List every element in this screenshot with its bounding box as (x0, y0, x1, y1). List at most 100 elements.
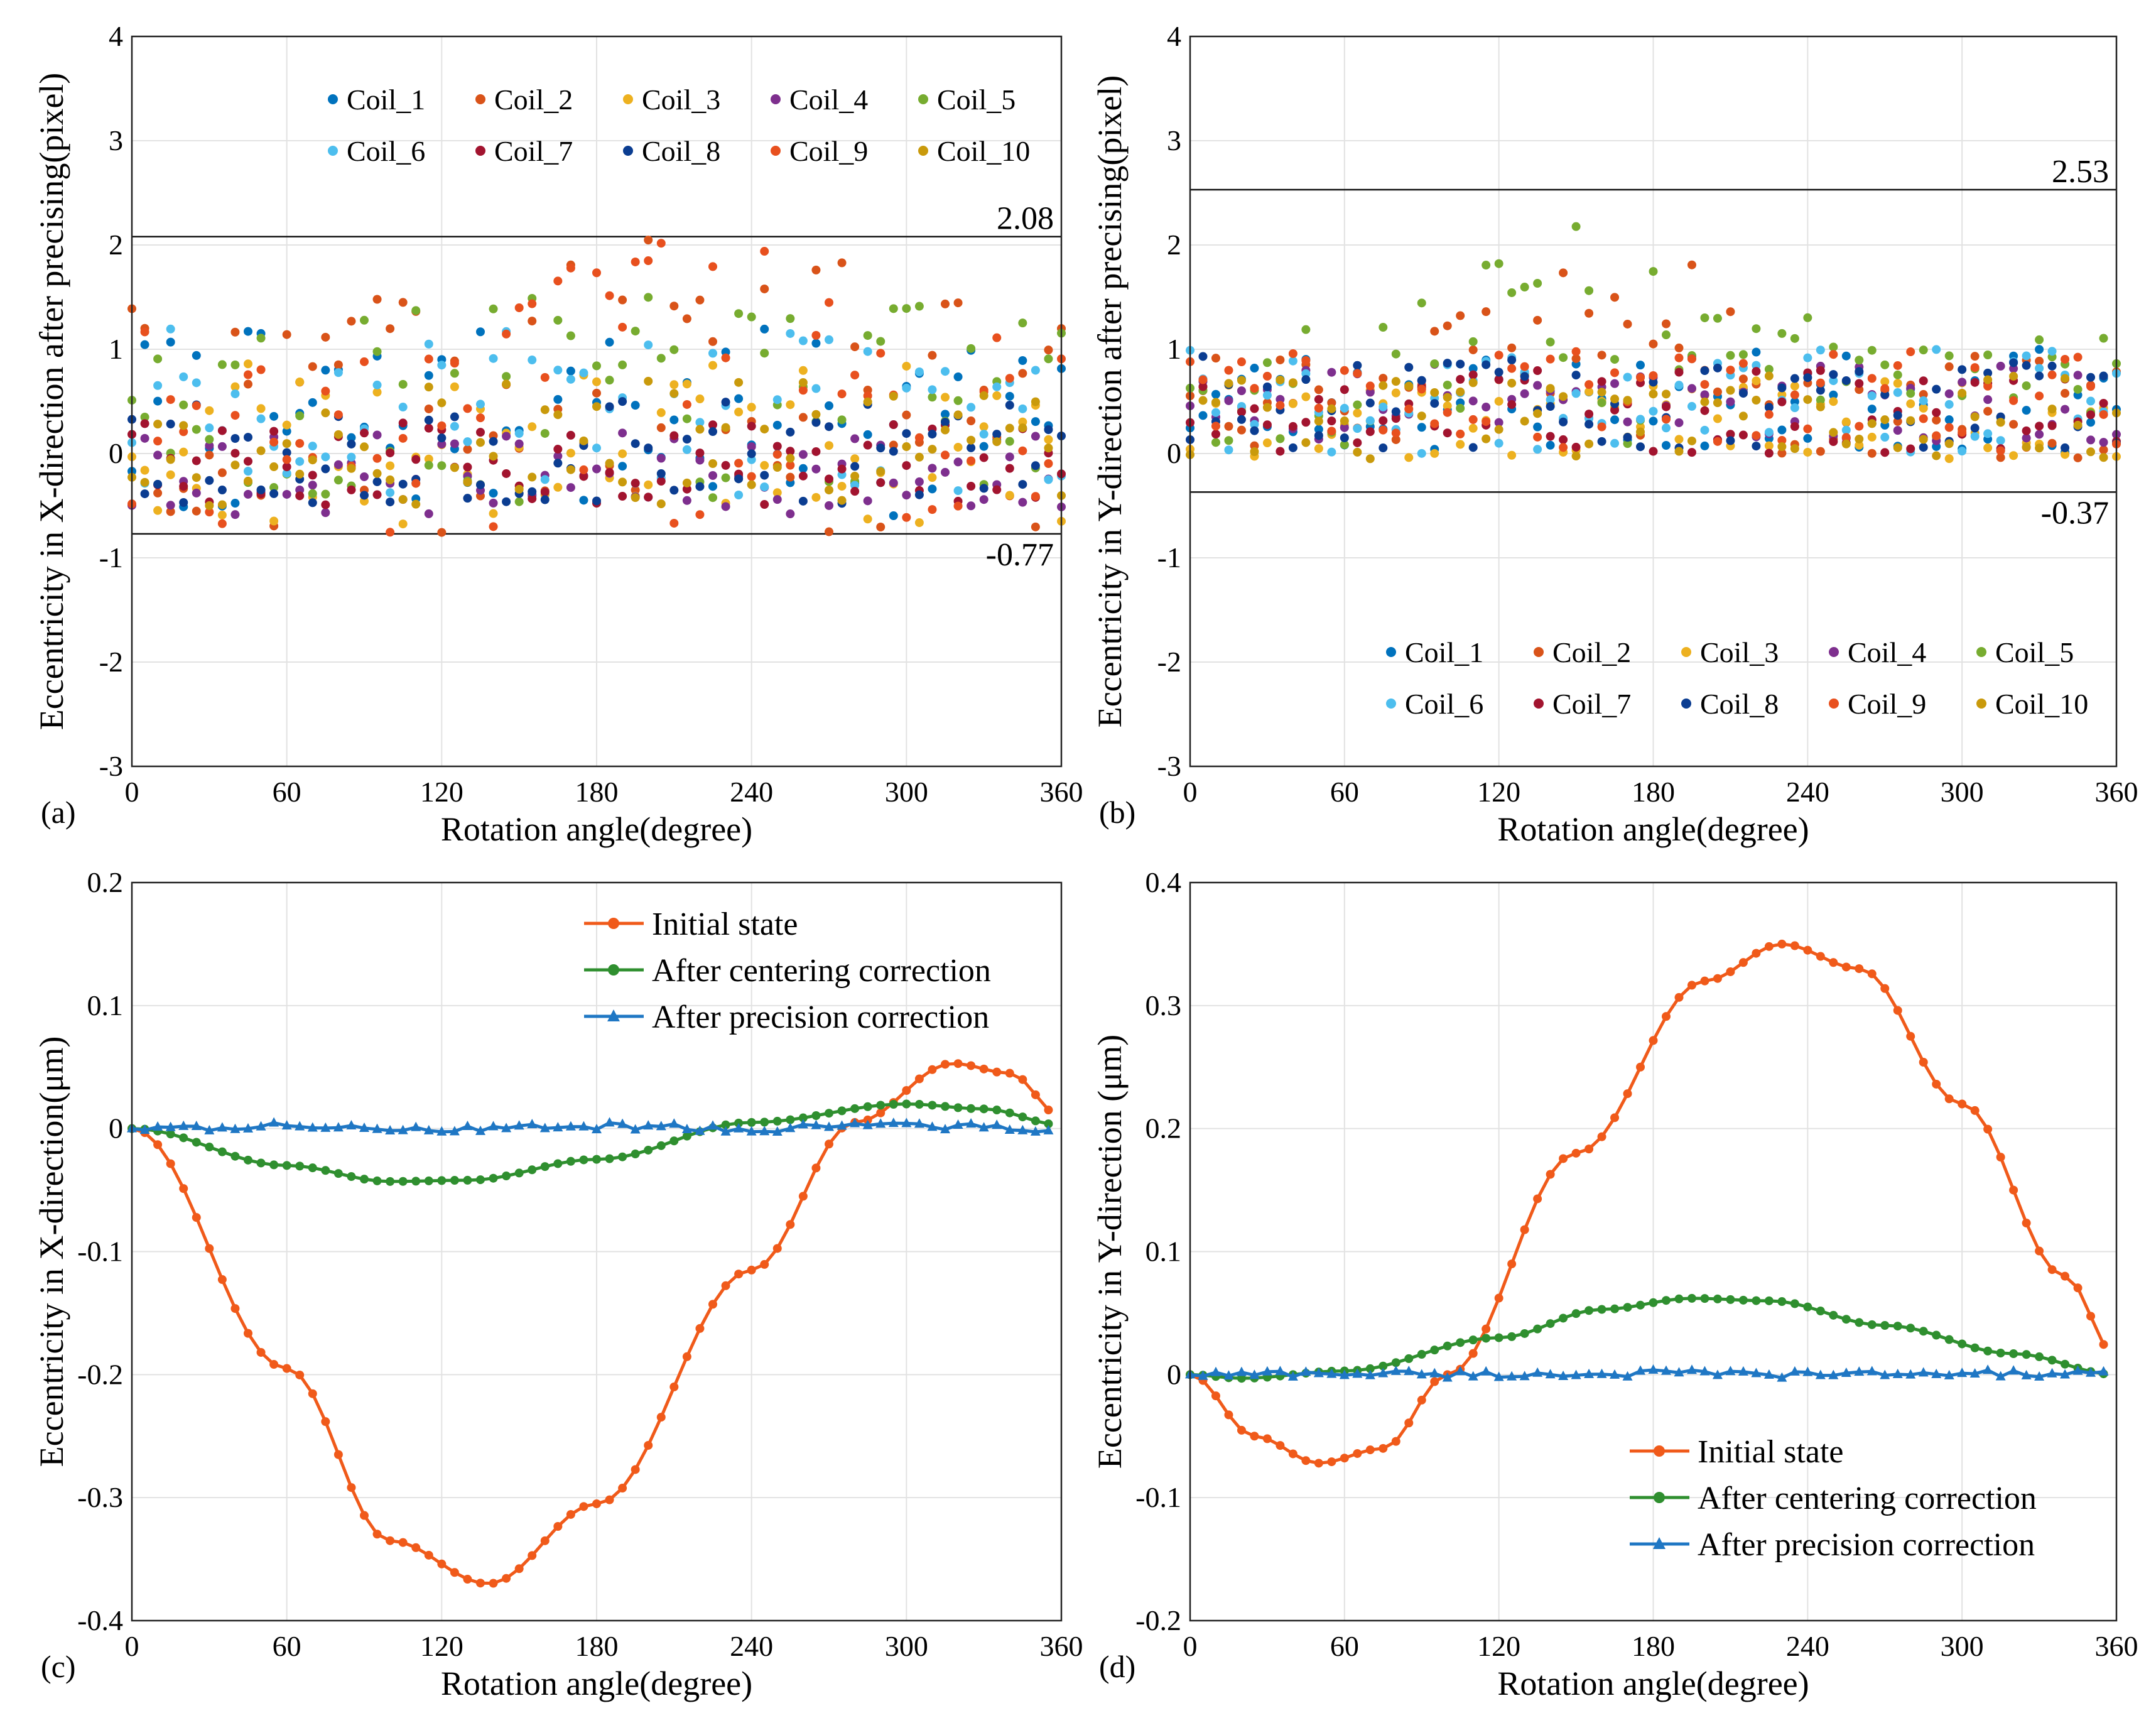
coil-7-point (1790, 422, 1799, 432)
coil-8-point (941, 418, 950, 427)
coil-10-point (941, 425, 950, 435)
series-2-point (798, 1113, 808, 1123)
coil-5-point (1533, 279, 1542, 288)
series-3-point (204, 1124, 215, 1134)
coil-10-point (1970, 412, 1980, 421)
coil-2-point (2047, 438, 2057, 448)
coil-9-point (1353, 369, 1362, 378)
coil-9-point (1674, 353, 1684, 362)
x-tick-label: 0 (125, 1630, 139, 1662)
series-1-point (1610, 1113, 1620, 1123)
coil-6-point (928, 385, 937, 394)
coil-10-point (1571, 452, 1581, 461)
series-1-point (1983, 1124, 1993, 1134)
coil-6-point (941, 367, 950, 376)
series-1-point (1482, 1324, 1491, 1334)
coil-6-point (1636, 415, 1645, 424)
coil-7-point (837, 464, 847, 474)
coil-4-point (682, 496, 691, 505)
coil-4-point (166, 501, 175, 510)
coil-9-point (1906, 347, 1915, 357)
chart-a-panel-label: (a) (41, 795, 76, 830)
coil-8-point (179, 497, 188, 507)
coil-2-point (1649, 339, 1658, 349)
coil-9-point (825, 298, 833, 307)
coil-4-point (1520, 389, 1529, 398)
coil-1-point (140, 340, 149, 349)
series-2-point (825, 1109, 833, 1118)
coil-6-point (1841, 425, 1851, 435)
series-2-point (902, 1099, 911, 1109)
coil-3-point (1983, 443, 1993, 452)
legend-label-coil-2: Coil_2 (494, 84, 573, 116)
coil-7-point (463, 462, 472, 472)
coil-4-point (953, 457, 963, 467)
coil-8-point (605, 402, 614, 411)
coil-10-point (772, 463, 782, 472)
series-3-point (346, 1119, 357, 1129)
coil-8-point (489, 437, 498, 446)
series-2-point (1687, 1293, 1696, 1303)
series-2-point (1018, 1112, 1027, 1122)
coil-2-point (437, 528, 447, 537)
coil-6-point (1224, 445, 1233, 455)
series-1-point (2061, 1271, 2070, 1281)
series-3-point (436, 1126, 447, 1136)
coil-2-point (876, 522, 886, 531)
series-3-point (1815, 1369, 1826, 1379)
coil-5-point (1764, 364, 1774, 374)
coil-5-point (1494, 259, 1503, 268)
coil-7-point (1211, 430, 1220, 439)
coil-6-point (953, 486, 963, 496)
series-2-point (502, 1172, 511, 1181)
coil-6-point (1417, 449, 1426, 458)
coil-1-point (244, 327, 252, 336)
coil-9-point (489, 522, 498, 531)
coil-1-point (953, 372, 963, 381)
coil-8-point (1468, 443, 1478, 452)
coil-5-point (1353, 400, 1362, 410)
coil-6-point (1365, 416, 1375, 425)
series-2-point (967, 1104, 976, 1113)
coil-10-point (450, 463, 459, 472)
coil-10-point (1726, 386, 1735, 395)
series-2-point (979, 1104, 989, 1114)
legend-marker-coil-5 (1976, 647, 1986, 657)
coil-4-point (928, 464, 937, 473)
x-tick-label: 0 (1183, 1630, 1198, 1662)
coil-10-point (1610, 394, 1620, 404)
coil-3-point (592, 377, 601, 386)
y-tick-label: -2 (99, 646, 123, 678)
coil-9-point (1738, 359, 1748, 368)
series-2-point (786, 1115, 795, 1124)
series-1-point (1841, 962, 1851, 972)
series-3-point (695, 1125, 705, 1135)
coil-8-point (1584, 420, 1594, 429)
coil-9-point (179, 427, 188, 437)
coil-2-point (760, 284, 769, 293)
coil-2-point (1816, 447, 1825, 456)
series-2-point (308, 1163, 317, 1173)
coil-2-point (1559, 268, 1568, 278)
coil-1-point (734, 394, 744, 403)
series-1-point (1958, 1099, 1967, 1109)
coil-7-point (1250, 404, 1259, 413)
coil-6-point (256, 414, 266, 423)
coil-1-point (2086, 418, 2096, 427)
coil-3-point (695, 394, 705, 404)
coil-4-point (1674, 418, 1684, 427)
series-1-point (1379, 1443, 1388, 1453)
series-3-point (643, 1120, 654, 1130)
coil-5-point (360, 315, 369, 325)
series-3-point (1404, 1366, 1414, 1376)
series-2-point (2022, 1350, 2031, 1359)
coil-1-point (1546, 440, 1555, 450)
coil-7-point (2022, 426, 2031, 435)
series-2-point (1456, 1338, 1465, 1347)
series-2-point (669, 1136, 679, 1146)
coil-5-point (205, 435, 214, 444)
coil-10-point (1906, 416, 1915, 425)
coil-2-point (1713, 387, 1722, 396)
chart-b-bound-lines (1190, 188, 2116, 493)
coil-8-point (1829, 370, 1838, 379)
